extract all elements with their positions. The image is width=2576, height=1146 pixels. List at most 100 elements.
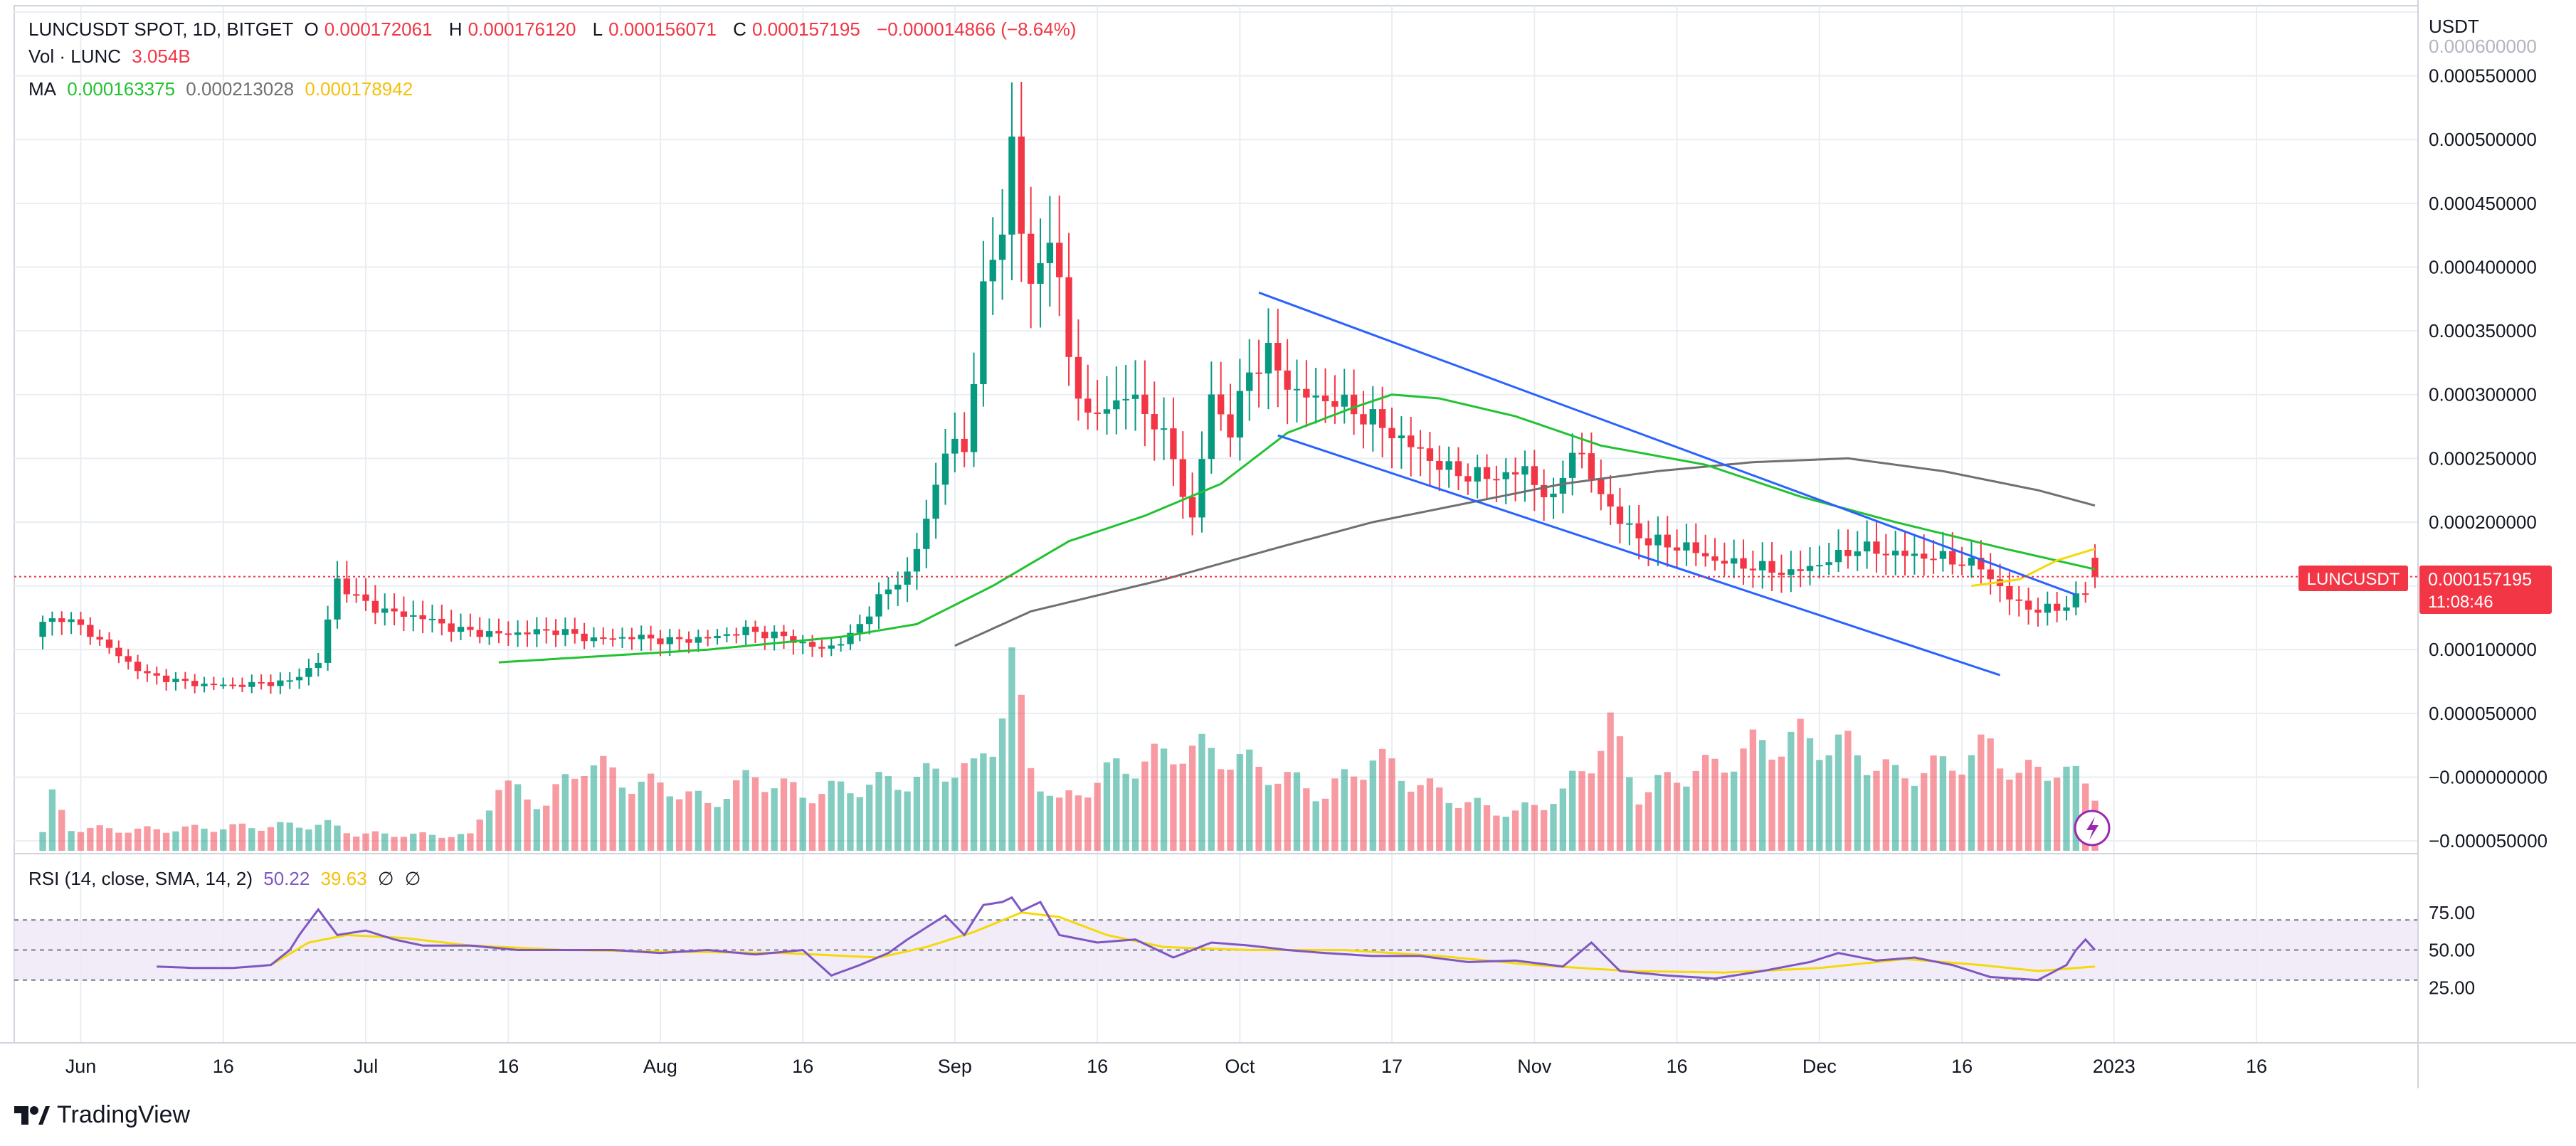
candle[interactable] [2006, 571, 2013, 615]
candle[interactable] [543, 617, 550, 644]
candle[interactable] [980, 240, 987, 407]
candle[interactable] [1360, 391, 1367, 449]
candle[interactable] [505, 621, 512, 646]
candle[interactable] [1417, 430, 1424, 477]
candle[interactable] [1978, 540, 1985, 584]
candle[interactable] [524, 620, 531, 647]
candle[interactable] [1408, 417, 1415, 477]
candle[interactable] [1445, 446, 1452, 488]
candle[interactable] [723, 627, 731, 642]
legend-symbol[interactable]: LUNCUSDT SPOT, 1D, BITGET [28, 18, 294, 40]
candle[interactable] [837, 636, 845, 652]
candle[interactable] [1502, 458, 1509, 504]
legend-rsi[interactable]: RSI (14, close, SMA, 14, 2) 50.22 39.63 … [28, 868, 426, 889]
candle[interactable] [1274, 309, 1282, 408]
candle[interactable] [105, 632, 113, 654]
candle[interactable] [1426, 431, 1434, 486]
candle[interactable] [1075, 319, 1082, 421]
candle[interactable] [571, 617, 579, 644]
candle[interactable] [685, 631, 692, 654]
candle[interactable] [58, 611, 65, 635]
candle[interactable] [1825, 543, 1832, 575]
candle[interactable] [1331, 375, 1339, 424]
candle[interactable] [1664, 516, 1671, 567]
candle[interactable] [467, 613, 474, 637]
candle[interactable] [438, 605, 445, 636]
candles[interactable] [39, 81, 2099, 694]
candle[interactable] [875, 582, 882, 630]
candle[interactable] [1550, 477, 1557, 519]
candle[interactable] [828, 638, 835, 657]
candle[interactable] [1094, 380, 1101, 430]
candle[interactable] [220, 677, 227, 689]
candle[interactable] [1179, 431, 1186, 519]
candle[interactable] [704, 630, 712, 647]
candle[interactable] [1084, 364, 1092, 430]
candle[interactable] [1711, 538, 1719, 571]
candle[interactable] [1949, 532, 1956, 575]
price-axis[interactable]: 0.000550000 0.000500000 0.000450000 0.00040… [2417, 0, 2548, 1088]
candle[interactable] [210, 677, 218, 691]
candle[interactable] [1293, 359, 1301, 423]
candle[interactable] [229, 677, 236, 689]
candle[interactable] [1740, 539, 1747, 585]
candle[interactable] [134, 654, 142, 679]
candle[interactable] [1246, 339, 1253, 421]
candle[interactable] [1616, 487, 1624, 543]
candle[interactable] [495, 618, 502, 644]
candle[interactable] [1987, 553, 1994, 595]
candle[interactable] [419, 600, 426, 634]
candle[interactable] [989, 217, 996, 315]
candle[interactable] [1455, 447, 1462, 490]
candle[interactable] [352, 578, 360, 603]
candle[interactable] [1569, 433, 1576, 496]
candle[interactable] [181, 672, 189, 689]
candle[interactable] [267, 674, 275, 694]
candle[interactable] [277, 672, 284, 694]
candle[interactable] [1255, 339, 1262, 408]
candle[interactable] [552, 619, 559, 647]
candle[interactable] [1265, 308, 1272, 410]
candle[interactable] [410, 600, 417, 632]
legend-volume[interactable]: Vol · LUNC 3.054B [28, 46, 196, 67]
candle[interactable] [590, 627, 598, 648]
candle[interactable] [856, 615, 863, 642]
candle[interactable] [714, 629, 721, 645]
candle[interactable] [733, 627, 740, 644]
candle[interactable] [1388, 407, 1395, 469]
candle[interactable] [1730, 539, 1738, 578]
candle[interactable] [1227, 383, 1234, 457]
candle[interactable] [2025, 588, 2032, 625]
candle[interactable] [751, 620, 759, 643]
candle[interactable] [2034, 598, 2042, 627]
candle[interactable] [1474, 455, 1481, 499]
candle[interactable] [1626, 505, 1633, 546]
candle[interactable] [514, 620, 522, 647]
candle[interactable] [1598, 459, 1605, 511]
candle[interactable] [1882, 534, 1889, 575]
candle[interactable] [970, 352, 978, 467]
candle[interactable] [1018, 81, 1025, 282]
candle[interactable] [457, 613, 465, 640]
candle[interactable] [2072, 581, 2080, 616]
candle[interactable] [1749, 551, 1757, 588]
candle[interactable] [2015, 585, 2022, 617]
candle[interactable] [448, 610, 455, 642]
candle[interactable] [609, 628, 616, 647]
candle[interactable] [808, 635, 816, 657]
candle[interactable] [818, 640, 825, 658]
candle[interactable] [343, 561, 350, 603]
candle[interactable] [865, 606, 873, 635]
candle[interactable] [932, 462, 939, 539]
candle[interactable] [1531, 450, 1538, 511]
candle[interactable] [96, 629, 103, 646]
candle[interactable] [1188, 472, 1196, 536]
candle[interactable] [618, 627, 626, 648]
candle[interactable] [77, 611, 85, 636]
candle[interactable] [1464, 463, 1472, 495]
candle[interactable] [1113, 366, 1120, 435]
candle[interactable] [1721, 542, 1728, 576]
candle[interactable] [780, 625, 788, 649]
candle[interactable] [771, 625, 778, 651]
channel-upper-line[interactable] [1258, 291, 2076, 596]
